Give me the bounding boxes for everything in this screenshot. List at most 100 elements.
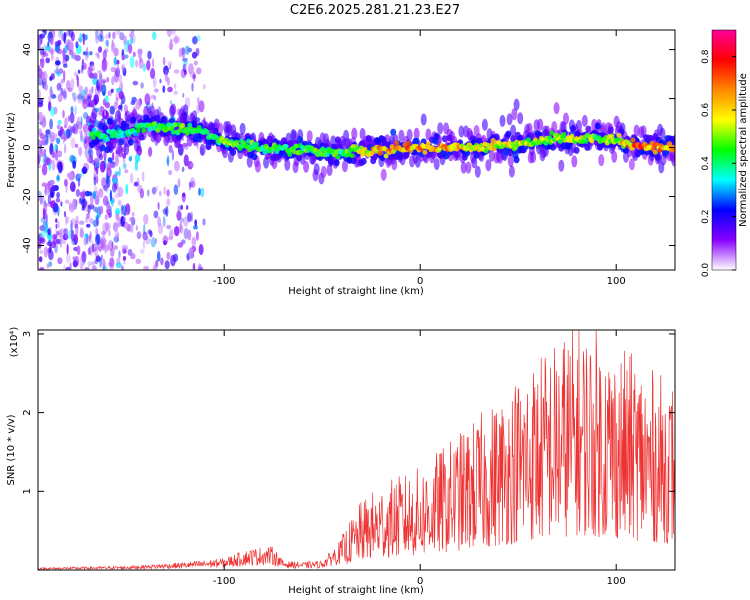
spectrogram-noise-cell [84, 135, 88, 142]
spectrogram-ridge-cell [102, 124, 108, 132]
spectrogram-noise-cell [122, 67, 127, 77]
spectrogram-noise-cell [70, 137, 76, 149]
spectrogram-noise-cell [113, 182, 118, 190]
spectrogram-noise-cell [41, 117, 47, 128]
spectrogram-noise-cell [111, 199, 114, 207]
spectrogram-noise-cell [148, 146, 153, 157]
spectrogram-noise-cell [81, 95, 85, 103]
spectrogram-noise-cell [42, 114, 46, 122]
spectrogram-noise-cell [70, 220, 73, 232]
spectrogram-noise-cell [63, 210, 67, 218]
spectrogram-noise-cell [38, 256, 43, 263]
spectrogram-ridge-cell [383, 153, 389, 159]
spectrogram-ridge-cell [104, 146, 111, 154]
spectrogram-ridge-cell [616, 132, 622, 138]
spectrogram-noise-cell [152, 58, 155, 68]
spectrogram-noise-cell [202, 218, 206, 226]
spectrogram-ridge-cell [170, 103, 177, 116]
spectrogram-frame [37, 29, 676, 271]
spectrogram-ridge-cell [104, 136, 110, 142]
spectrogram-noise-cell [63, 228, 68, 236]
spectrogram-noise-cell [118, 250, 121, 259]
spectrogram-noise-cell [70, 31, 75, 42]
snr-ytick-label: 3 [22, 331, 33, 337]
spectrogram-ridge-cell [506, 113, 513, 126]
spectrogram-noise-cell [86, 46, 89, 56]
spectrogram-ridge-cell [571, 155, 578, 168]
spectrogram-axis-ticks: -100 0 100 -40 -20 0 20 40 [22, 30, 675, 287]
spectrogram-ridge-cell [557, 138, 563, 144]
spectrogram-ridge-cell [643, 134, 649, 142]
spectrogram-noise-cell [123, 217, 126, 222]
spectrogram-noise-cell [193, 60, 198, 66]
spectrogram-noise-cell [91, 243, 98, 252]
spectrogram-noise-cell [200, 187, 205, 198]
spectrogram-noise-cell [43, 246, 49, 258]
colorbar-tick-label: 0.2 [701, 210, 711, 224]
spectrogram-noise-cell [162, 216, 166, 228]
spectrogram-noise-cell [93, 186, 98, 193]
spectrogram-noise-cell [118, 73, 123, 84]
spectrogram-noise-cell [56, 161, 63, 170]
spectrogram-noise-cell [94, 157, 100, 163]
spectrogram-noise-cell [113, 101, 118, 110]
spectrogram-noise-cell [139, 57, 143, 63]
spectrogram-noise-cell [101, 177, 107, 188]
spectrogram-noise-cell [150, 237, 157, 248]
spectrogram-noise-cell [106, 166, 112, 178]
spectrogram-noise-cell [109, 262, 114, 270]
spectrogram-noise-cell [182, 142, 189, 148]
spectrogram-noise-cell [69, 181, 76, 192]
spectrogram-ridge-cell [569, 133, 575, 139]
spectrogram-noise-cell [80, 266, 83, 270]
spectrogram-noise-cell [39, 132, 45, 139]
spectrogram-ridge-cell [351, 127, 358, 140]
spectrogram-noise-cell [155, 185, 159, 192]
spectrogram-noise-cell [105, 95, 109, 103]
spectrogram-noise-cell [115, 67, 121, 78]
spectrogram-ridge-cell [654, 153, 661, 161]
spectrogram-noise-cell [38, 237, 45, 243]
spectrogram-ridge-cell [647, 134, 654, 142]
spectrogram-ridge-cell [543, 129, 549, 137]
spectrogram-noise-cell [182, 93, 185, 98]
spectrogram-noise-cell [63, 178, 68, 187]
spectrogram-ridge-cell [287, 151, 293, 157]
spectrogram-noise-cell [113, 236, 120, 243]
spectrogram-noise-cell [77, 69, 81, 74]
spectrogram-noise-cell [193, 225, 198, 230]
spectrogram-noise-cell [177, 205, 181, 213]
spectrogram-ridge-cell [598, 154, 605, 167]
spectrogram-noise-cell [118, 90, 124, 100]
spectrogram-noise-cell [107, 222, 112, 230]
spectrogram-ridge-cell [433, 132, 440, 140]
spectrogram-ridge-cell [513, 156, 520, 164]
spectrogram-noise-cell [168, 144, 173, 154]
spectrogram-noise-cell [41, 148, 45, 155]
spectrogram-ridge-cell [90, 135, 96, 140]
spectrogram-noise-cell [166, 198, 171, 207]
spectrogram-noise-cell [74, 143, 79, 148]
spectrogram-noise-cell [184, 45, 190, 55]
spectrogram-noise-cell [59, 235, 63, 248]
spectrogram-noise-cell [69, 262, 72, 270]
spectrogram-noise-cell [49, 36, 54, 46]
spectrogram-noise-cell [181, 192, 186, 203]
spectrogram-noise-cell [41, 182, 48, 187]
spectrogram-noise-cell [90, 261, 95, 266]
spectrogram-ridge-cell [350, 157, 357, 165]
spectrogram-noise-cell [187, 212, 192, 223]
spectrogram-noise-cell [104, 110, 107, 117]
spectrogram-noise-cell [153, 210, 159, 219]
colorbar: 0.0 0.2 0.4 0.6 0.8 Normalized spectral ampl… [701, 29, 749, 277]
spectrogram-noise-cell [132, 51, 136, 58]
spectrogram-noise-cell [92, 219, 99, 228]
spectrogram-noise-cell [71, 54, 78, 60]
spectrogram-noise-cell [81, 64, 84, 72]
colorbar-tick-label: 0.8 [701, 49, 711, 64]
spectrogram-noise-cell [44, 202, 48, 208]
spectrogram-ridge-cell [485, 159, 492, 172]
spectrogram-noise-cell [123, 259, 126, 265]
spectrogram-noise-cell [44, 83, 48, 91]
spectrogram-noise-cell [66, 243, 69, 255]
